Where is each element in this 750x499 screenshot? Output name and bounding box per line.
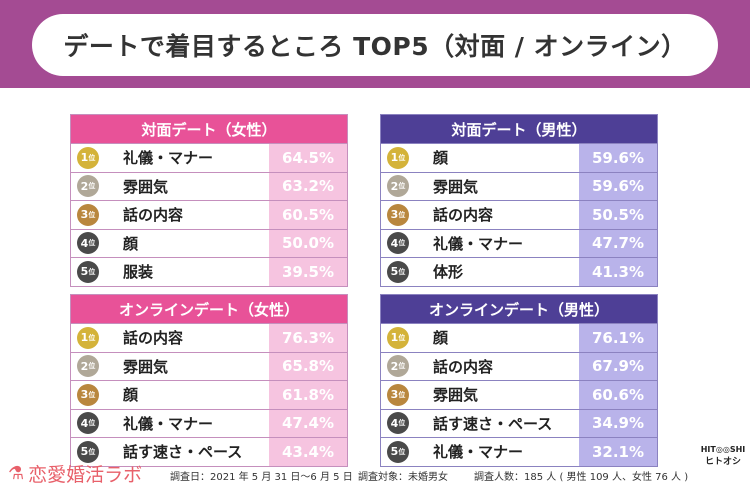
table-title: 対面デート（男性） [381, 115, 657, 143]
percent-value: 39.5% [269, 258, 347, 286]
table-title: オンラインデート（女性） [71, 295, 347, 323]
percent-value: 50.0% [269, 229, 347, 257]
percent-value: 34.9% [579, 409, 657, 437]
table-title: オンラインデート（男性） [381, 295, 657, 323]
item-label: 話の内容 [123, 206, 184, 225]
item-label: 礼儀・マナー [433, 443, 524, 462]
percent-value: 47.4% [269, 409, 347, 437]
percent-value: 76.3% [269, 324, 347, 352]
percent-value: 76.1% [579, 324, 657, 352]
table-title: 対面デート（女性） [71, 115, 347, 143]
percent-value: 65.8% [269, 352, 347, 380]
mascot-face-icon: HIT◎◎SHI [700, 445, 746, 454]
item-label: 顔 [433, 329, 449, 348]
logo-text: 恋愛婚活ラボ [28, 464, 143, 486]
item-label: 顔 [123, 386, 139, 405]
item-label: 話の内容 [123, 329, 184, 348]
survey-date: 調査日：2021 年 5 月 31 日〜6 月 5 日 [170, 472, 353, 483]
item-label: 雰囲気 [123, 177, 169, 196]
percent-value: 32.1% [579, 438, 657, 466]
item-label: 礼儀・マナー [433, 234, 524, 253]
percent-value: 43.4% [269, 438, 347, 466]
item-label: 礼儀・マナー [123, 149, 214, 168]
percent-value: 60.5% [269, 201, 347, 229]
percent-value: 59.6% [579, 172, 657, 200]
item-label: 顔 [123, 234, 139, 253]
percent-value: 67.9% [579, 352, 657, 380]
item-label: 話の内容 [433, 357, 494, 376]
item-label: 体形 [433, 263, 464, 282]
flask-icon: ⚗ [8, 463, 25, 484]
percent-value: 64.5% [269, 144, 347, 172]
percent-value: 63.2% [269, 172, 347, 200]
percent-value: 41.3% [579, 258, 657, 286]
item-label: 礼儀・マナー [123, 414, 214, 433]
item-label: 雰囲気 [433, 177, 479, 196]
item-label: 服装 [123, 263, 154, 282]
item-label: 話す速さ・ペース [123, 443, 243, 462]
percent-value: 60.6% [579, 381, 657, 409]
percent-value: 50.5% [579, 201, 657, 229]
item-label: 顔 [433, 149, 449, 168]
survey-count: 調査人数：185 人 ( 男性 109 人、女性 76 人 ) [474, 472, 689, 483]
item-label: 雰囲気 [123, 357, 169, 376]
survey-target: 調査対象：未婚男女 [358, 472, 448, 483]
mascot: HIT◎◎SHI ヒトオシ [700, 445, 746, 467]
item-label: 話の内容 [433, 206, 494, 225]
percent-value: 59.6% [579, 144, 657, 172]
mascot-name: ヒトオシ [704, 457, 741, 467]
logo: ⚗ 恋愛婚活ラボ [8, 460, 142, 487]
item-label: 雰囲気 [433, 386, 479, 405]
item-label: 話す速さ・ペース [433, 414, 553, 433]
percent-value: 61.8% [269, 381, 347, 409]
page-title: デートで着目するところ TOP5（対面 / オンライン） [32, 14, 718, 76]
percent-value: 47.7% [579, 229, 657, 257]
